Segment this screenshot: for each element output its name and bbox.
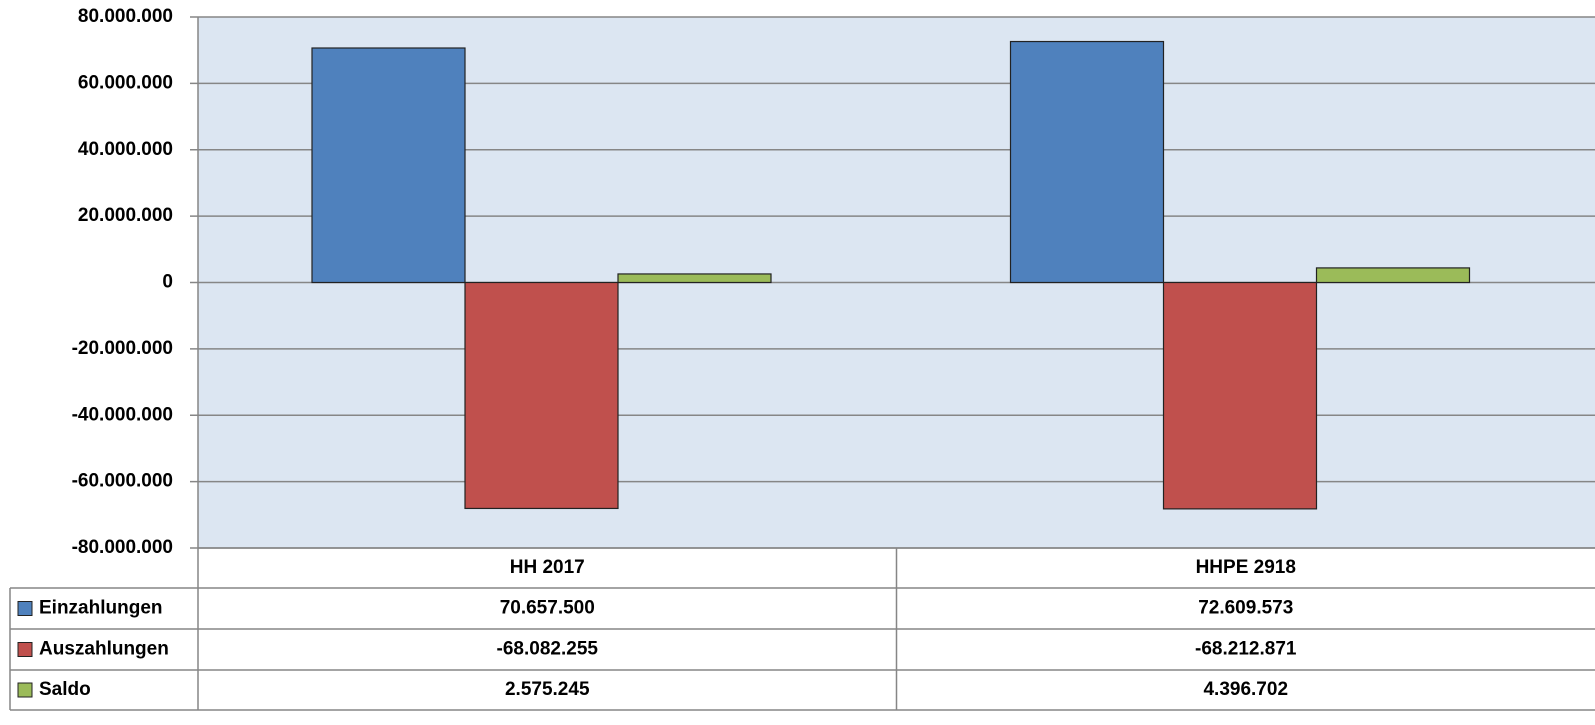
table-value: 72.609.573 xyxy=(1198,598,1293,619)
y-tick-label: 80.000.000 xyxy=(78,6,173,27)
y-tick-label: 0 xyxy=(162,272,173,293)
table-value: -68.082.255 xyxy=(497,639,599,660)
table-value: -68.212.871 xyxy=(1195,639,1297,660)
y-tick-label: 20.000.000 xyxy=(78,205,173,226)
legend-swatch xyxy=(17,642,33,657)
bar xyxy=(464,281,619,510)
legend-label: Saldo xyxy=(39,679,91,700)
legend-label: Auszahlungen xyxy=(39,639,169,660)
y-tick-label: 40.000.000 xyxy=(78,139,173,160)
legend-swatch xyxy=(17,682,33,698)
table-value: 70.657.500 xyxy=(500,598,595,619)
bar xyxy=(1009,40,1165,284)
bar xyxy=(311,47,466,284)
bar xyxy=(1315,267,1471,284)
table-value: 4.396.702 xyxy=(1203,679,1288,700)
y-tick-label: -40.000.000 xyxy=(72,404,173,425)
bar xyxy=(617,273,772,284)
y-tick-label: -60.000.000 xyxy=(72,471,173,492)
legend-swatch xyxy=(17,601,33,616)
legend-label: Einzahlungen xyxy=(39,598,163,619)
y-tick-label: 60.000.000 xyxy=(78,72,173,93)
y-tick-label: -20.000.000 xyxy=(72,338,173,359)
x-tick-label: HHPE 2918 xyxy=(1196,557,1296,578)
y-tick-label: -80.000.000 xyxy=(72,537,173,558)
table-value: 2.575.245 xyxy=(505,679,590,700)
bar xyxy=(1162,281,1318,510)
x-tick-label: HH 2017 xyxy=(510,557,585,578)
